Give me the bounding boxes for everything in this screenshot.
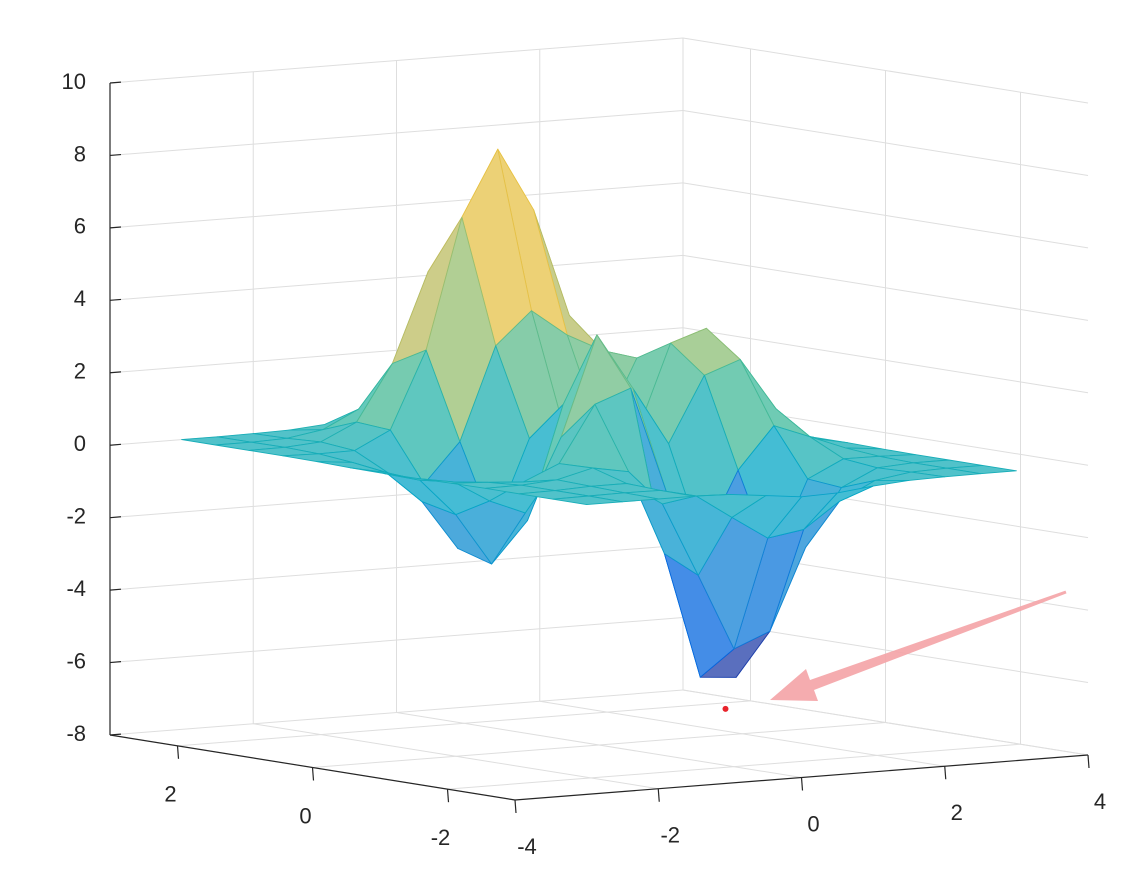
x-tick	[944, 766, 947, 780]
z-tick-label: 2	[74, 359, 86, 384]
z-tick	[109, 226, 122, 229]
y-tick	[311, 767, 315, 781]
x-tick	[1087, 754, 1090, 769]
z-tick-label: 6	[74, 214, 86, 239]
highlight-point	[722, 705, 729, 712]
z-tick	[109, 733, 122, 736]
annotation-arrow	[770, 590, 1067, 701]
z-tick	[109, 81, 122, 84]
z-tick-label: -8	[66, 721, 86, 746]
grid-line	[109, 544, 684, 591]
x-tick	[657, 788, 660, 802]
x-tick-label: -4	[517, 834, 537, 859]
x-tick	[514, 799, 517, 814]
y-tick	[176, 745, 180, 759]
z-tick	[109, 661, 122, 664]
grid-line	[682, 327, 1089, 394]
grid-line	[312, 722, 886, 768]
grid-line	[682, 689, 1089, 756]
y-tick-label: 0	[299, 803, 311, 828]
grid-line	[682, 254, 1089, 321]
y-tick-label: 2	[164, 782, 176, 807]
z-tick	[109, 298, 122, 301]
grid-line	[109, 182, 684, 229]
z-tick	[109, 153, 122, 157]
axes-layer: -8 -6 -4 -2 0 2 4 6 8 10 -4 -2 0 2 4 -2 0 2	[62, 69, 1107, 859]
z-tick-label: 8	[74, 141, 86, 166]
grid-line	[682, 37, 1089, 104]
z-tick-label: -2	[66, 503, 86, 528]
z-tick-label: 10	[62, 69, 86, 94]
z-tick	[109, 588, 122, 591]
x-tick-label: 2	[951, 800, 963, 825]
z-tick	[109, 516, 122, 519]
z-tick-label: 0	[74, 431, 86, 456]
grid-line	[447, 743, 1021, 790]
z-tick-label: -4	[66, 576, 86, 601]
z-tick	[109, 443, 122, 446]
grid-line	[682, 109, 1089, 176]
grid-line	[109, 689, 684, 736]
x-tick-label: -2	[660, 823, 680, 848]
y-tick	[446, 789, 450, 803]
z-tick	[109, 371, 122, 374]
grid-line	[109, 109, 684, 156]
grid-line	[177, 700, 751, 747]
y-tick-label: -2	[431, 825, 451, 850]
z-tick-label: 4	[74, 286, 86, 311]
x-tick	[800, 777, 804, 791]
surface-layer	[181, 148, 1017, 678]
x-tick-label: 4	[1094, 789, 1106, 814]
mesh-cell	[552, 495, 623, 506]
z-tick-label: -6	[66, 648, 86, 673]
grid-line	[682, 182, 1089, 249]
grid-line	[109, 617, 684, 664]
grid-line	[109, 37, 684, 84]
grid-line	[109, 254, 684, 301]
x-tick-label: 0	[807, 811, 819, 836]
highlight-layer	[722, 705, 729, 712]
